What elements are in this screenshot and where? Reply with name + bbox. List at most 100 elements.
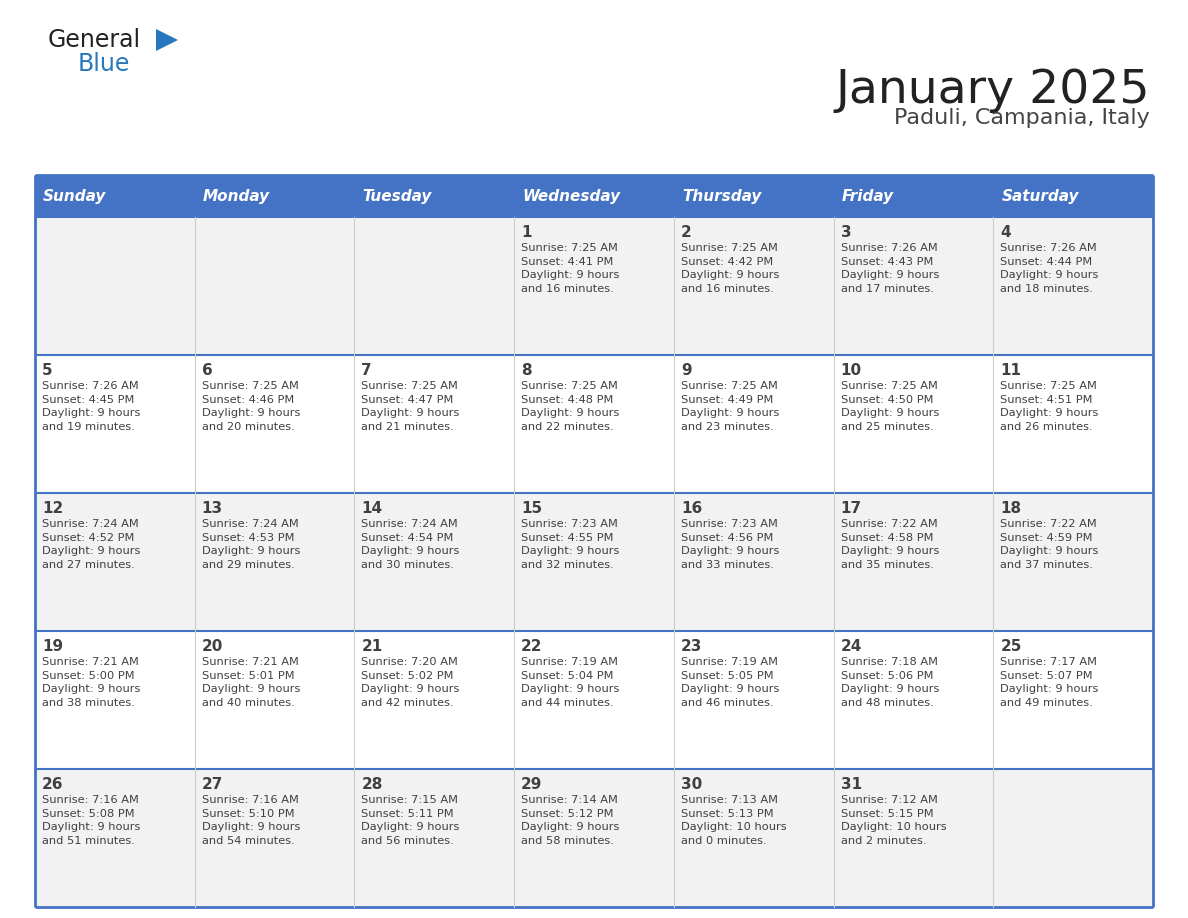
Bar: [195, 769, 354, 907]
Text: Sunrise: 7:21 AM
Sunset: 5:00 PM
Daylight: 9 hours
and 38 minutes.: Sunrise: 7:21 AM Sunset: 5:00 PM Dayligh…: [42, 657, 140, 708]
Text: 19: 19: [42, 639, 63, 654]
Bar: [674, 769, 834, 907]
Bar: [993, 175, 1154, 217]
Bar: [34, 355, 195, 493]
Text: 21: 21: [361, 639, 383, 654]
Text: Sunrise: 7:20 AM
Sunset: 5:02 PM
Daylight: 9 hours
and 42 minutes.: Sunrise: 7:20 AM Sunset: 5:02 PM Dayligh…: [361, 657, 460, 708]
Bar: [674, 217, 834, 355]
Bar: [34, 493, 195, 631]
Text: Sunday: Sunday: [43, 188, 107, 204]
Text: Sunrise: 7:25 AM
Sunset: 4:49 PM
Daylight: 9 hours
and 23 minutes.: Sunrise: 7:25 AM Sunset: 4:49 PM Dayligh…: [681, 381, 779, 431]
Text: Sunrise: 7:25 AM
Sunset: 4:46 PM
Daylight: 9 hours
and 20 minutes.: Sunrise: 7:25 AM Sunset: 4:46 PM Dayligh…: [202, 381, 301, 431]
Text: Sunrise: 7:25 AM
Sunset: 4:42 PM
Daylight: 9 hours
and 16 minutes.: Sunrise: 7:25 AM Sunset: 4:42 PM Dayligh…: [681, 243, 779, 294]
Text: Sunrise: 7:23 AM
Sunset: 4:55 PM
Daylight: 9 hours
and 32 minutes.: Sunrise: 7:23 AM Sunset: 4:55 PM Dayligh…: [522, 519, 619, 570]
Text: 6: 6: [202, 363, 213, 378]
Text: 27: 27: [202, 777, 223, 792]
Text: 2: 2: [681, 225, 691, 240]
Text: 23: 23: [681, 639, 702, 654]
Text: 20: 20: [202, 639, 223, 654]
Text: 3: 3: [841, 225, 851, 240]
Text: Sunrise: 7:14 AM
Sunset: 5:12 PM
Daylight: 9 hours
and 58 minutes.: Sunrise: 7:14 AM Sunset: 5:12 PM Dayligh…: [522, 795, 619, 845]
Bar: [993, 493, 1154, 631]
Bar: [834, 217, 993, 355]
Text: 7: 7: [361, 363, 372, 378]
Bar: [34, 175, 195, 217]
Bar: [34, 631, 195, 769]
Text: Tuesday: Tuesday: [362, 188, 431, 204]
Text: Sunrise: 7:17 AM
Sunset: 5:07 PM
Daylight: 9 hours
and 49 minutes.: Sunrise: 7:17 AM Sunset: 5:07 PM Dayligh…: [1000, 657, 1099, 708]
Text: Sunrise: 7:24 AM
Sunset: 4:53 PM
Daylight: 9 hours
and 29 minutes.: Sunrise: 7:24 AM Sunset: 4:53 PM Dayligh…: [202, 519, 301, 570]
Bar: [993, 217, 1154, 355]
Text: Sunrise: 7:18 AM
Sunset: 5:06 PM
Daylight: 9 hours
and 48 minutes.: Sunrise: 7:18 AM Sunset: 5:06 PM Dayligh…: [841, 657, 939, 708]
Text: Sunrise: 7:15 AM
Sunset: 5:11 PM
Daylight: 9 hours
and 56 minutes.: Sunrise: 7:15 AM Sunset: 5:11 PM Dayligh…: [361, 795, 460, 845]
Bar: [195, 175, 354, 217]
Bar: [993, 631, 1154, 769]
Bar: [195, 355, 354, 493]
Text: General: General: [48, 28, 141, 52]
Bar: [354, 355, 514, 493]
Text: Sunrise: 7:25 AM
Sunset: 4:48 PM
Daylight: 9 hours
and 22 minutes.: Sunrise: 7:25 AM Sunset: 4:48 PM Dayligh…: [522, 381, 619, 431]
Bar: [195, 493, 354, 631]
Bar: [514, 217, 674, 355]
Text: 16: 16: [681, 501, 702, 516]
Text: 17: 17: [841, 501, 861, 516]
Text: 22: 22: [522, 639, 543, 654]
Text: Sunrise: 7:22 AM
Sunset: 4:59 PM
Daylight: 9 hours
and 37 minutes.: Sunrise: 7:22 AM Sunset: 4:59 PM Dayligh…: [1000, 519, 1099, 570]
Bar: [354, 769, 514, 907]
Text: Sunrise: 7:25 AM
Sunset: 4:51 PM
Daylight: 9 hours
and 26 minutes.: Sunrise: 7:25 AM Sunset: 4:51 PM Dayligh…: [1000, 381, 1099, 431]
Bar: [514, 769, 674, 907]
Text: Sunrise: 7:25 AM
Sunset: 4:47 PM
Daylight: 9 hours
and 21 minutes.: Sunrise: 7:25 AM Sunset: 4:47 PM Dayligh…: [361, 381, 460, 431]
Text: Sunrise: 7:13 AM
Sunset: 5:13 PM
Daylight: 10 hours
and 0 minutes.: Sunrise: 7:13 AM Sunset: 5:13 PM Dayligh…: [681, 795, 786, 845]
Bar: [674, 493, 834, 631]
Bar: [993, 355, 1154, 493]
Text: 4: 4: [1000, 225, 1011, 240]
Text: Sunrise: 7:26 AM
Sunset: 4:45 PM
Daylight: 9 hours
and 19 minutes.: Sunrise: 7:26 AM Sunset: 4:45 PM Dayligh…: [42, 381, 140, 431]
Bar: [674, 631, 834, 769]
Text: 11: 11: [1000, 363, 1022, 378]
Text: Paduli, Campania, Italy: Paduli, Campania, Italy: [895, 108, 1150, 128]
Text: 9: 9: [681, 363, 691, 378]
Text: Sunrise: 7:25 AM
Sunset: 4:50 PM
Daylight: 9 hours
and 25 minutes.: Sunrise: 7:25 AM Sunset: 4:50 PM Dayligh…: [841, 381, 939, 431]
Text: Sunrise: 7:21 AM
Sunset: 5:01 PM
Daylight: 9 hours
and 40 minutes.: Sunrise: 7:21 AM Sunset: 5:01 PM Dayligh…: [202, 657, 301, 708]
Text: Blue: Blue: [78, 52, 131, 76]
Bar: [354, 493, 514, 631]
Bar: [34, 769, 195, 907]
Bar: [834, 175, 993, 217]
Text: Sunrise: 7:24 AM
Sunset: 4:52 PM
Daylight: 9 hours
and 27 minutes.: Sunrise: 7:24 AM Sunset: 4:52 PM Dayligh…: [42, 519, 140, 570]
Text: Sunrise: 7:19 AM
Sunset: 5:05 PM
Daylight: 9 hours
and 46 minutes.: Sunrise: 7:19 AM Sunset: 5:05 PM Dayligh…: [681, 657, 779, 708]
Polygon shape: [156, 29, 178, 51]
Bar: [514, 631, 674, 769]
Text: 15: 15: [522, 501, 542, 516]
Text: 28: 28: [361, 777, 383, 792]
Text: Sunrise: 7:23 AM
Sunset: 4:56 PM
Daylight: 9 hours
and 33 minutes.: Sunrise: 7:23 AM Sunset: 4:56 PM Dayligh…: [681, 519, 779, 570]
Text: Sunrise: 7:22 AM
Sunset: 4:58 PM
Daylight: 9 hours
and 35 minutes.: Sunrise: 7:22 AM Sunset: 4:58 PM Dayligh…: [841, 519, 939, 570]
Text: January 2025: January 2025: [835, 68, 1150, 113]
Text: 18: 18: [1000, 501, 1022, 516]
Bar: [514, 493, 674, 631]
Text: Saturday: Saturday: [1001, 188, 1079, 204]
Bar: [354, 175, 514, 217]
Text: 5: 5: [42, 363, 52, 378]
Text: 10: 10: [841, 363, 861, 378]
Text: 25: 25: [1000, 639, 1022, 654]
Text: Sunrise: 7:26 AM
Sunset: 4:44 PM
Daylight: 9 hours
and 18 minutes.: Sunrise: 7:26 AM Sunset: 4:44 PM Dayligh…: [1000, 243, 1099, 294]
Text: 13: 13: [202, 501, 223, 516]
Bar: [834, 355, 993, 493]
Text: Sunrise: 7:19 AM
Sunset: 5:04 PM
Daylight: 9 hours
and 44 minutes.: Sunrise: 7:19 AM Sunset: 5:04 PM Dayligh…: [522, 657, 619, 708]
Text: 30: 30: [681, 777, 702, 792]
Text: Thursday: Thursday: [682, 188, 762, 204]
Bar: [514, 355, 674, 493]
Text: Sunrise: 7:25 AM
Sunset: 4:41 PM
Daylight: 9 hours
and 16 minutes.: Sunrise: 7:25 AM Sunset: 4:41 PM Dayligh…: [522, 243, 619, 294]
Bar: [834, 769, 993, 907]
Text: 14: 14: [361, 501, 383, 516]
Text: 24: 24: [841, 639, 862, 654]
Bar: [34, 217, 195, 355]
Bar: [354, 217, 514, 355]
Text: Sunrise: 7:16 AM
Sunset: 5:10 PM
Daylight: 9 hours
and 54 minutes.: Sunrise: 7:16 AM Sunset: 5:10 PM Dayligh…: [202, 795, 301, 845]
Text: 1: 1: [522, 225, 532, 240]
Text: 29: 29: [522, 777, 543, 792]
Text: Sunrise: 7:16 AM
Sunset: 5:08 PM
Daylight: 9 hours
and 51 minutes.: Sunrise: 7:16 AM Sunset: 5:08 PM Dayligh…: [42, 795, 140, 845]
Bar: [195, 217, 354, 355]
Text: Sunrise: 7:12 AM
Sunset: 5:15 PM
Daylight: 10 hours
and 2 minutes.: Sunrise: 7:12 AM Sunset: 5:15 PM Dayligh…: [841, 795, 946, 845]
Text: 26: 26: [42, 777, 63, 792]
